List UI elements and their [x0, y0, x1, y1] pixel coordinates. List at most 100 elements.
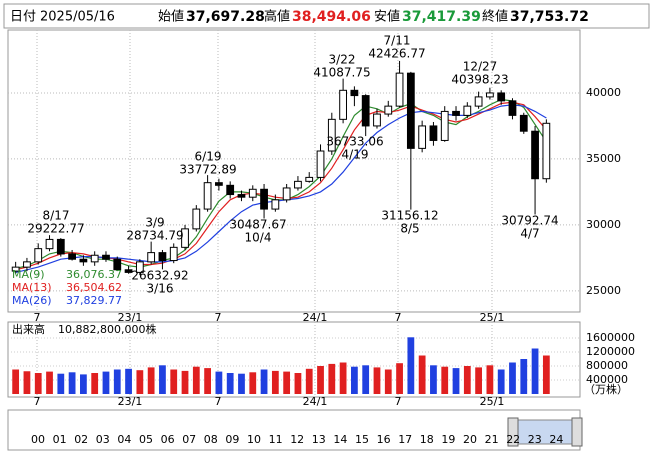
candle-body: [113, 258, 122, 271]
candle-body: [463, 105, 472, 116]
close-label: 終値: [482, 9, 508, 25]
navigator-label: 21: [485, 433, 499, 446]
candle-body: [497, 92, 506, 102]
price-panel: [7, 29, 581, 313]
volume-bar: [147, 367, 155, 394]
candle-body: [237, 194, 246, 198]
candle-body: [316, 150, 325, 178]
x-tick-label: 7: [34, 311, 41, 324]
candle-body: [215, 182, 223, 186]
volume-bar: [113, 369, 121, 394]
candle-body: [305, 176, 314, 182]
volume-bar: [192, 366, 200, 394]
navigator-label: 20: [463, 433, 477, 446]
annotation-date: 3/9: [145, 216, 164, 230]
navigator-handle-right[interactable]: [571, 417, 583, 447]
volume-bar: [339, 362, 347, 394]
volume-bar: [80, 374, 87, 394]
y-tick-label: 40000: [586, 86, 621, 99]
y-tick-label: 35000: [586, 152, 621, 165]
open-label: 始値: [158, 9, 184, 25]
candle-body: [90, 254, 99, 263]
navigator-label: 05: [139, 433, 153, 446]
low-label: 安値: [374, 9, 400, 25]
navigator-label: 08: [204, 433, 218, 446]
volume-bar: [102, 371, 110, 394]
candle-body: [34, 248, 43, 263]
candle-body: [282, 187, 291, 201]
navigator-label: 12: [290, 433, 304, 446]
volume-tick-label: 400000: [586, 373, 628, 386]
volume-bar: [283, 371, 291, 394]
candle-body: [373, 113, 381, 127]
volume-bar: [542, 355, 550, 394]
candle-body: [508, 100, 517, 116]
volume-bar: [441, 366, 449, 394]
x-tick-label: 7: [215, 311, 222, 324]
navigator-handle-left[interactable]: [507, 417, 519, 447]
navigator-label: 10: [247, 433, 261, 446]
candle-body: [124, 269, 133, 273]
volume-bar: [294, 373, 302, 394]
x-tick-label: 7: [215, 395, 222, 408]
candle-body: [486, 92, 494, 98]
candle-body: [260, 188, 268, 210]
annotation-date: 12/27: [463, 60, 498, 74]
navigator-label: 01: [53, 433, 67, 446]
volume-bar: [68, 372, 76, 394]
header-box: [3, 3, 650, 29]
volume-bar: [475, 367, 482, 394]
candle-body: [248, 188, 257, 198]
volume-bar: [317, 366, 324, 394]
navigator-label: 17: [398, 433, 412, 446]
candle-body: [147, 252, 156, 263]
close: 37,753.72: [510, 9, 589, 25]
annotation-value: 42426.77: [368, 47, 425, 61]
navigator-label: 00: [31, 433, 45, 446]
annotation-date: 10/4: [245, 231, 272, 245]
annotation-value: 26632.92: [131, 269, 188, 283]
candle-body: [271, 199, 280, 210]
navigator-label: 18: [420, 433, 434, 446]
candle-body: [452, 110, 460, 116]
navigator[interactable]: [7, 409, 581, 451]
navigator-window[interactable]: [513, 419, 577, 445]
high: 38,494.06: [292, 9, 371, 25]
candle-body: [102, 254, 110, 260]
ma-line: [15, 98, 547, 270]
navigator-label: 24: [549, 433, 563, 446]
navigator-label: 03: [96, 433, 110, 446]
x-tick-label: 25/1: [480, 311, 505, 324]
annotation-date: 6/19: [195, 150, 222, 164]
volume-bar: [125, 368, 132, 394]
x-tick-label: 25/1: [480, 395, 505, 408]
volume-tick-label: 800000: [586, 359, 628, 372]
candle-body: [429, 125, 438, 141]
volume-bar: [260, 369, 268, 394]
navigator-label: 06: [161, 433, 175, 446]
x-tick-label: 7: [395, 395, 402, 408]
navigator-label: 11: [269, 433, 283, 446]
candle-body: [23, 261, 31, 268]
volume-bar: [351, 366, 358, 394]
legend-value: 37,829.77: [66, 294, 122, 307]
date-label: 日付: [10, 10, 36, 25]
volume-bar: [384, 369, 392, 394]
volume-bar: [46, 371, 53, 394]
x-tick-label: 23/1: [118, 311, 143, 324]
candle-body: [361, 95, 370, 127]
candle-body: [542, 122, 551, 180]
navigator-label: 22: [506, 433, 520, 446]
annotation-date: 8/5: [400, 222, 419, 236]
candle-body: [226, 184, 235, 196]
navigator-label: 13: [312, 433, 326, 446]
open: 37,697.28: [186, 9, 265, 25]
volume-bar: [23, 371, 31, 394]
navigator-label: 16: [377, 433, 391, 446]
ma-line: [15, 101, 547, 271]
ma-line: [15, 104, 547, 273]
candle-body: [350, 89, 359, 97]
volume-bar: [463, 366, 471, 394]
candle-body: [519, 114, 528, 132]
